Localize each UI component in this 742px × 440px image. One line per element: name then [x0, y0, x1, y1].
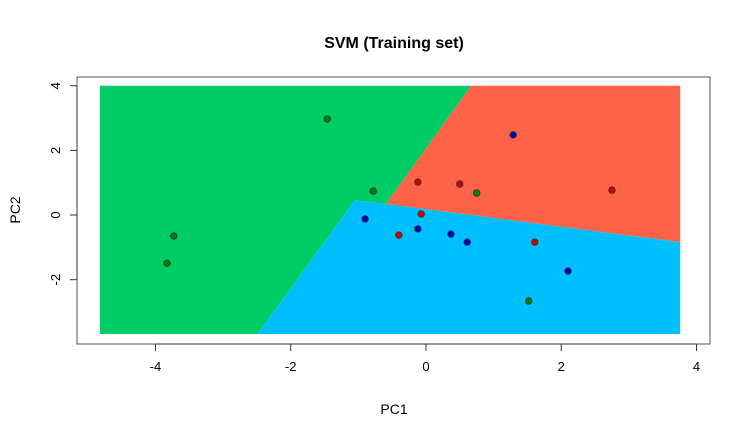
- y-axis-label: PC2: [7, 196, 23, 223]
- region-green: [99, 85, 472, 334]
- data-point: [447, 230, 455, 238]
- data-point: [163, 259, 171, 267]
- data-point: [369, 187, 377, 195]
- data-point: [456, 180, 464, 188]
- region-red: [386, 85, 681, 243]
- x-tick-label: 4: [693, 359, 700, 374]
- chart-title: SVM (Training set): [324, 35, 464, 52]
- decision-regions: [99, 85, 681, 334]
- y-tick-label: 2: [48, 147, 63, 154]
- x-tick-label: -4: [150, 359, 162, 374]
- data-point: [509, 131, 517, 139]
- data-point: [472, 189, 481, 197]
- data-point: [525, 297, 533, 305]
- data-point: [361, 215, 369, 223]
- x-tick-label: 2: [558, 359, 565, 374]
- data-point: [170, 232, 178, 240]
- y-tick-label: 0: [48, 211, 63, 218]
- x-tick-label: 0: [422, 359, 429, 374]
- data-point: [395, 231, 403, 239]
- data-point: [417, 210, 425, 218]
- data-point: [531, 238, 539, 246]
- axes: -4 -2 0 2 4 -2 0 2 4: [48, 82, 700, 374]
- data-point: [463, 238, 471, 246]
- data-point: [564, 267, 572, 275]
- region-blue: [257, 200, 681, 334]
- data-point: [608, 186, 616, 194]
- data-point: [323, 115, 331, 123]
- y-tick-label: 4: [48, 82, 63, 89]
- data-point: [414, 225, 422, 233]
- data-point: [414, 178, 422, 186]
- y-tick-label: -2: [48, 274, 63, 286]
- data-points: [163, 115, 616, 305]
- x-axis-label: PC1: [380, 401, 407, 417]
- x-tick-label: -2: [285, 359, 297, 374]
